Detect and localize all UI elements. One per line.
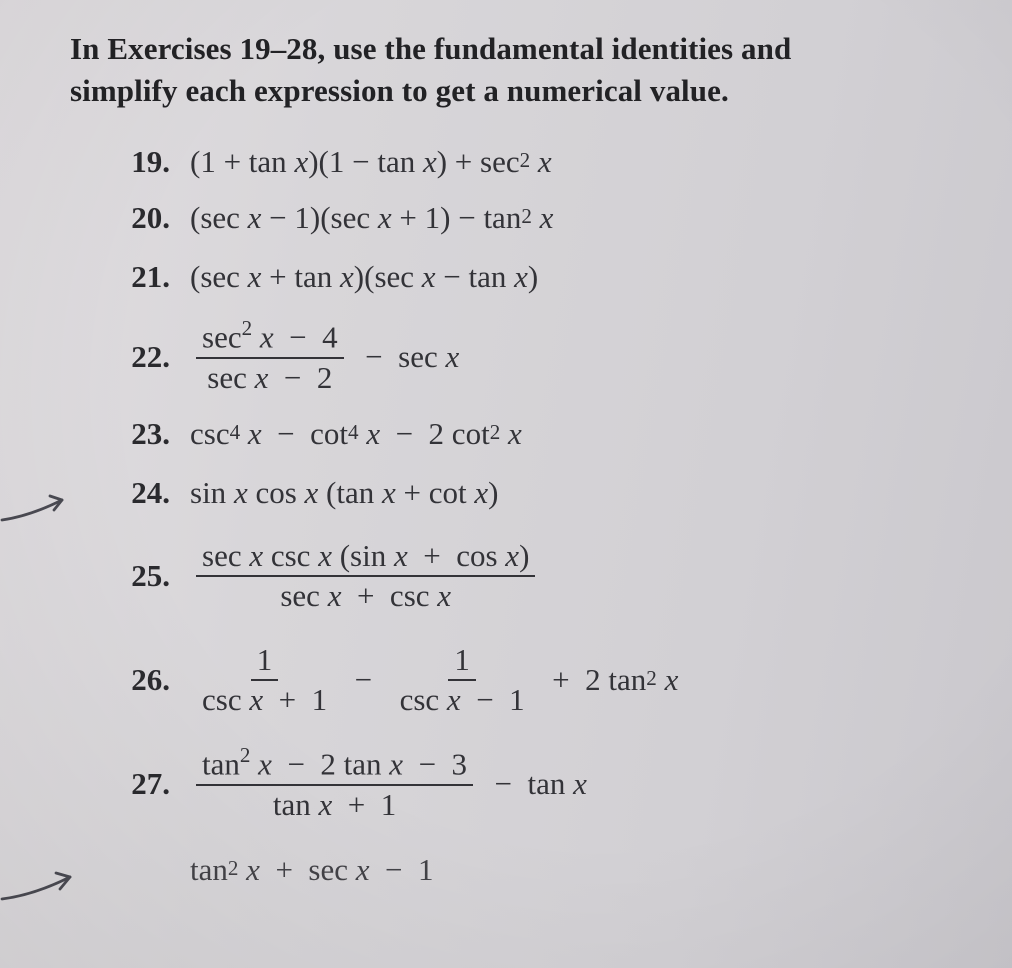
problem-28-cutoff: 28. tan2 x + sec x − 1: [106, 836, 972, 876]
problem-number: 22.: [106, 341, 170, 372]
fraction-numerator: sec x csc x (sin x + cos x): [196, 539, 535, 577]
problem-expression: sec2 x − 4 sec x − 2 − sec x: [190, 318, 459, 395]
problem-19: 19. (1 + tan x)(1 − tan x) + sec2 x: [106, 134, 972, 190]
fraction-denominator: sec x + csc x: [274, 577, 457, 613]
problem-21: 21. (sec x + tan x)(sec x − tan x): [106, 246, 972, 308]
problem-number: 19.: [106, 146, 170, 177]
instructions-line-2: simplify each expression to get a numeri…: [70, 73, 729, 108]
problem-number: 23.: [106, 418, 170, 449]
problem-25: 25. sec x csc x (sin x + cos x) sec x + …: [106, 524, 972, 628]
fraction-denominator: csc x + 1: [196, 681, 333, 717]
fraction-denominator: csc x − 1: [394, 681, 531, 717]
fraction-denominator: tan x + 1: [267, 786, 402, 822]
problem-list: 19. (1 + tan x)(1 − tan x) + sec2 x 20. …: [70, 134, 972, 876]
problem-expression: 1 csc x + 1 − 1 csc x − 1 + 2 tan2 x: [190, 643, 678, 717]
problem-22: 22. sec2 x − 4 sec x − 2 − sec x: [106, 308, 972, 406]
fraction: 1 csc x + 1: [196, 643, 333, 717]
problem-expression: csc4 x − cot4 x − 2 cot2 x: [190, 418, 522, 449]
fraction: sec x csc x (sin x + cos x) sec x + csc …: [196, 539, 535, 613]
instructions-line-1: In Exercises 19–28, use the fundamental …: [70, 31, 791, 66]
problem-23: 23. csc4 x − cot4 x − 2 cot2 x: [106, 406, 972, 462]
fraction-numerator: sec2 x − 4: [196, 318, 344, 358]
problem-number: 25.: [106, 560, 170, 591]
problem-number: 26.: [106, 664, 170, 695]
fraction-numerator: tan2 x − 2 tan x − 3: [196, 745, 473, 785]
problem-24: 24. sin x cos x (tan x + cot x): [106, 462, 972, 524]
problem-number: 21.: [106, 261, 170, 292]
problem-expression: tan2 x + sec x − 1: [190, 854, 434, 885]
fraction: 1 csc x − 1: [394, 643, 531, 717]
fraction-denominator: sec x − 2: [201, 359, 338, 395]
instructions: In Exercises 19–28, use the fundamental …: [70, 28, 972, 112]
problem-expression: (sec x + tan x)(sec x − tan x): [190, 261, 538, 292]
problem-26: 26. 1 csc x + 1 − 1 csc x − 1 + 2 tan2 x: [106, 628, 972, 732]
problem-number: 24.: [106, 477, 170, 508]
fraction-numerator: 1: [448, 643, 476, 681]
problem-number: 20.: [106, 202, 170, 233]
problem-20: 20. (sec x − 1)(sec x + 1) − tan2 x: [106, 190, 972, 246]
problem-expression: (sec x − 1)(sec x + 1) − tan2 x: [190, 202, 553, 233]
fraction-numerator: 1: [251, 643, 279, 681]
fraction: tan2 x − 2 tan x − 3 tan x + 1: [196, 745, 473, 822]
problem-expression: sin x cos x (tan x + cot x): [190, 477, 498, 508]
problem-27: 27. tan2 x − 2 tan x − 3 tan x + 1 − tan…: [106, 732, 972, 836]
fraction: sec2 x − 4 sec x − 2: [196, 318, 344, 395]
problem-expression: (1 + tan x)(1 − tan x) + sec2 x: [190, 146, 552, 177]
problem-expression: tan2 x − 2 tan x − 3 tan x + 1 − tan x: [190, 745, 587, 822]
problem-expression: sec x csc x (sin x + cos x) sec x + csc …: [190, 539, 541, 613]
problem-number: 27.: [106, 768, 170, 799]
